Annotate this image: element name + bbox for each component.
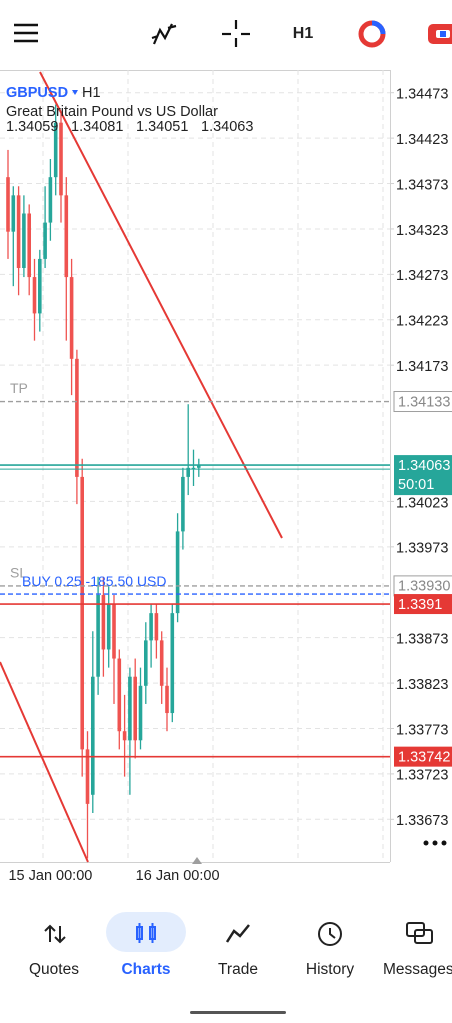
- candle-body: [16, 195, 21, 268]
- price-tag: [394, 594, 452, 615]
- candle-body: [43, 222, 47, 259]
- objects-button[interactable]: [428, 24, 452, 44]
- bar-timer: 50:01: [398, 477, 434, 493]
- price-tag-label: 1.34063: [398, 458, 450, 474]
- home-indicator: [190, 1011, 286, 1014]
- price-tag-label: 1.33930: [398, 579, 450, 595]
- y-tick-label: 1.34223: [396, 314, 448, 330]
- candle-body: [175, 531, 180, 614]
- y-tick-label: 1.34423: [396, 132, 448, 148]
- y-tick-label: 1.34473: [396, 87, 448, 103]
- active-tab-highlight: [106, 912, 186, 952]
- toolbar: H1: [14, 20, 452, 48]
- candle-body: [22, 213, 26, 268]
- y-tick-label: 1.33823: [396, 677, 448, 693]
- y-tick-label: 1.33723: [396, 768, 448, 784]
- candle-body: [186, 467, 190, 477]
- price-tag: [393, 391, 452, 413]
- y-tick-label: 1.33673: [396, 813, 448, 829]
- candle-body: [27, 213, 31, 278]
- candle-body: [138, 685, 143, 741]
- chart-timeframe: H1: [82, 85, 101, 101]
- candle-body: [117, 658, 122, 732]
- nav-icons: [44, 922, 433, 946]
- ohlc-value: 1.34081: [71, 119, 123, 135]
- candle-body: [165, 685, 169, 714]
- nav-trade[interactable]: Trade: [218, 961, 258, 978]
- more-button[interactable]: [423, 840, 447, 846]
- trend-line[interactable]: [39, 71, 283, 539]
- candle-body: [133, 676, 137, 741]
- x-tick-label: 16 Jan 00:00: [136, 868, 220, 884]
- symbol-dropdown[interactable]: [72, 90, 78, 95]
- vertical-grid: [42, 70, 384, 862]
- candle-body: [101, 594, 106, 650]
- trade-button[interactable]: [358, 20, 386, 48]
- candle-body: [11, 195, 16, 232]
- y-tick-label: 1.34273: [396, 268, 448, 284]
- ohlc-value: 1.34051: [136, 119, 188, 135]
- price-tag-label: 1.34133: [398, 394, 450, 410]
- trend-line[interactable]: [0, 661, 89, 863]
- price-tag: [394, 746, 452, 767]
- candle-body: [69, 277, 74, 359]
- level-name: TP: [10, 380, 28, 396]
- scroll-marker[interactable]: [192, 857, 202, 864]
- level-name: BUY 0.25 -185.50 USD: [22, 573, 167, 589]
- candle-body: [32, 277, 37, 314]
- candle-body: [149, 613, 153, 641]
- candle-body: [170, 613, 175, 714]
- crosshair-button[interactable]: [222, 20, 250, 47]
- indicators-button[interactable]: [151, 23, 177, 45]
- candle-body: [191, 467, 196, 470]
- candle-body: [85, 749, 90, 804]
- candle-body: [106, 604, 111, 650]
- nav-charts[interactable]: Charts: [121, 961, 170, 978]
- nav-messages[interactable]: Messages: [383, 961, 452, 978]
- y-tick-label: 1.33973: [396, 541, 448, 557]
- candle-body: [96, 594, 100, 677]
- candle-body: [80, 476, 84, 750]
- candle-body: [91, 676, 95, 795]
- candle-body: [181, 476, 185, 532]
- candle-body: [122, 731, 127, 741]
- y-tick-label: 1.33873: [396, 631, 448, 647]
- symbol-description: Great Britain Pound vs US Dollar: [6, 104, 218, 120]
- candle-body: [48, 177, 53, 223]
- ohlc-value: 1.34063: [201, 119, 253, 135]
- candle-body: [128, 676, 132, 741]
- candle-body: [38, 258, 42, 314]
- candle-body: [112, 604, 116, 659]
- price-tag-label: 1.33742: [398, 749, 450, 765]
- price-tag: [394, 455, 452, 496]
- y-tick-label: 1.34373: [396, 177, 448, 193]
- candle-body: [59, 122, 63, 196]
- nav-history[interactable]: History: [306, 961, 354, 978]
- y-tick-label: 1.34173: [396, 359, 448, 375]
- candle-body: [159, 640, 164, 686]
- price-tag-label: 1.3391: [398, 597, 442, 613]
- y-tick-label: 1.34323: [396, 223, 448, 239]
- level-name: SL: [10, 565, 27, 581]
- timeframe-button[interactable]: H1: [293, 25, 314, 42]
- candle-body: [53, 122, 58, 178]
- y-tick-label: 1.34023: [396, 495, 448, 511]
- x-tick-label: 15 Jan 00:00: [8, 868, 92, 884]
- candle-body: [6, 177, 10, 232]
- candle-body: [154, 613, 159, 641]
- candle-body: [197, 465, 201, 468]
- plot: [0, 92, 390, 859]
- candle-body: [64, 195, 69, 278]
- candle-body: [144, 640, 148, 686]
- nav-quotes[interactable]: Quotes: [29, 961, 79, 978]
- ohlc-value: 1.34059: [6, 119, 58, 135]
- candle-body: [75, 358, 79, 477]
- y-tick-label: 1.33773: [396, 722, 448, 738]
- symbol[interactable]: GBPUSD: [6, 85, 68, 101]
- chart-frame: [0, 70, 391, 863]
- menu-button[interactable]: [14, 23, 38, 43]
